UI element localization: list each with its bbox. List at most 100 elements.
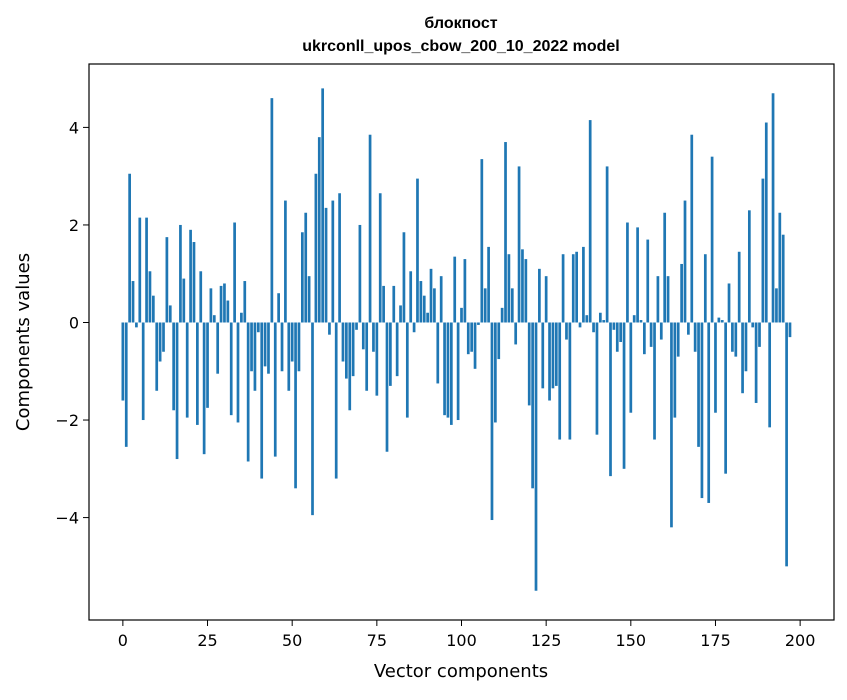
bar-190 (764, 122, 768, 323)
bar-122 (534, 322, 538, 591)
bar-85 (409, 271, 413, 323)
bar-78 (385, 322, 389, 452)
bar-141 (598, 312, 602, 323)
bar-45 (273, 322, 277, 457)
bar-10 (155, 322, 159, 391)
bar-142 (602, 320, 606, 323)
bar-192 (771, 93, 775, 323)
bar-187 (754, 322, 758, 403)
bar-133 (571, 254, 575, 323)
bar-16 (175, 322, 179, 460)
bar-117 (517, 166, 521, 323)
bar-174 (710, 156, 714, 323)
bar-41 (260, 322, 264, 479)
bar-140 (595, 322, 599, 435)
bar-26 (209, 288, 213, 323)
bar-94 (439, 276, 443, 323)
bar-126 (548, 322, 551, 401)
bar-106 (480, 159, 484, 323)
bar-12 (162, 322, 165, 352)
bar-68 (351, 322, 355, 377)
bar-155 (646, 239, 650, 323)
bar-146 (615, 322, 619, 352)
bar-63 (334, 322, 338, 479)
bar-82 (399, 305, 402, 323)
bar-139 (592, 322, 595, 333)
bar-168 (690, 134, 694, 323)
bar-40 (256, 322, 260, 333)
bar-20 (189, 229, 192, 323)
bar-109 (490, 322, 494, 521)
bar-57 (314, 173, 318, 323)
bar-195 (781, 234, 785, 323)
bar-123 (538, 268, 541, 323)
bar-121 (531, 322, 534, 489)
bar-189 (761, 178, 765, 323)
bar-153 (639, 320, 643, 323)
bar-114 (507, 254, 511, 323)
bar-87 (416, 178, 419, 323)
bar-35 (240, 312, 243, 323)
bar-28 (216, 322, 220, 374)
bar-27 (212, 315, 216, 323)
bar-129 (558, 322, 562, 440)
bar-96 (446, 322, 450, 418)
bar-42 (263, 322, 267, 367)
bar-159 (659, 322, 663, 340)
y-tick-label: −4 (55, 509, 79, 528)
x-tick-label: 0 (118, 631, 128, 650)
x-tick-label: 75 (367, 631, 387, 650)
bar-74 (372, 322, 375, 352)
bar-172 (703, 254, 707, 323)
bar-158 (656, 276, 660, 323)
bar-8 (148, 271, 152, 323)
bar-84 (405, 322, 409, 418)
x-axis-ticks: 0 25 50 75 100 125 150 175 200 (118, 620, 815, 650)
bar-21 (192, 242, 196, 323)
x-tick-label: 150 (616, 631, 647, 650)
bar-88 (419, 281, 423, 323)
bar-81 (395, 322, 399, 377)
bar-163 (673, 322, 677, 418)
bar-144 (609, 322, 612, 477)
bar-53 (300, 232, 304, 323)
bar-33 (233, 222, 236, 323)
bar-161 (666, 276, 670, 323)
bar-31 (226, 300, 230, 323)
bar-37 (246, 322, 250, 462)
bar-48 (284, 200, 287, 323)
bar-107 (483, 288, 487, 323)
bar-137 (585, 315, 589, 323)
bar-55 (307, 276, 311, 323)
bar-34 (236, 322, 240, 423)
bar-14 (168, 305, 172, 323)
plot-area-frame (88, 63, 835, 621)
bar-194 (778, 212, 782, 323)
bar-148 (622, 322, 626, 469)
bar-150 (629, 322, 633, 413)
bar-77 (382, 285, 385, 323)
bar-110 (494, 322, 497, 423)
bar-170 (697, 322, 700, 447)
bar-25 (206, 322, 209, 408)
x-tick-label: 100 (446, 631, 477, 650)
bar-111 (497, 322, 501, 360)
bar-165 (680, 263, 683, 323)
bar-0 (121, 322, 125, 401)
bar-52 (297, 322, 301, 372)
bar-182 (737, 251, 741, 323)
bar-108 (487, 246, 490, 323)
bar-102 (466, 322, 470, 355)
bar-72 (365, 322, 369, 391)
bar-61 (328, 322, 331, 335)
bar-86 (412, 322, 416, 333)
bar-183 (741, 322, 744, 394)
bar-191 (768, 322, 772, 428)
bar-3 (131, 281, 135, 323)
bar-46 (277, 293, 280, 323)
bar-51 (294, 322, 297, 489)
bar-73 (368, 134, 372, 323)
bar-101 (463, 259, 467, 323)
bar-100 (460, 307, 463, 323)
